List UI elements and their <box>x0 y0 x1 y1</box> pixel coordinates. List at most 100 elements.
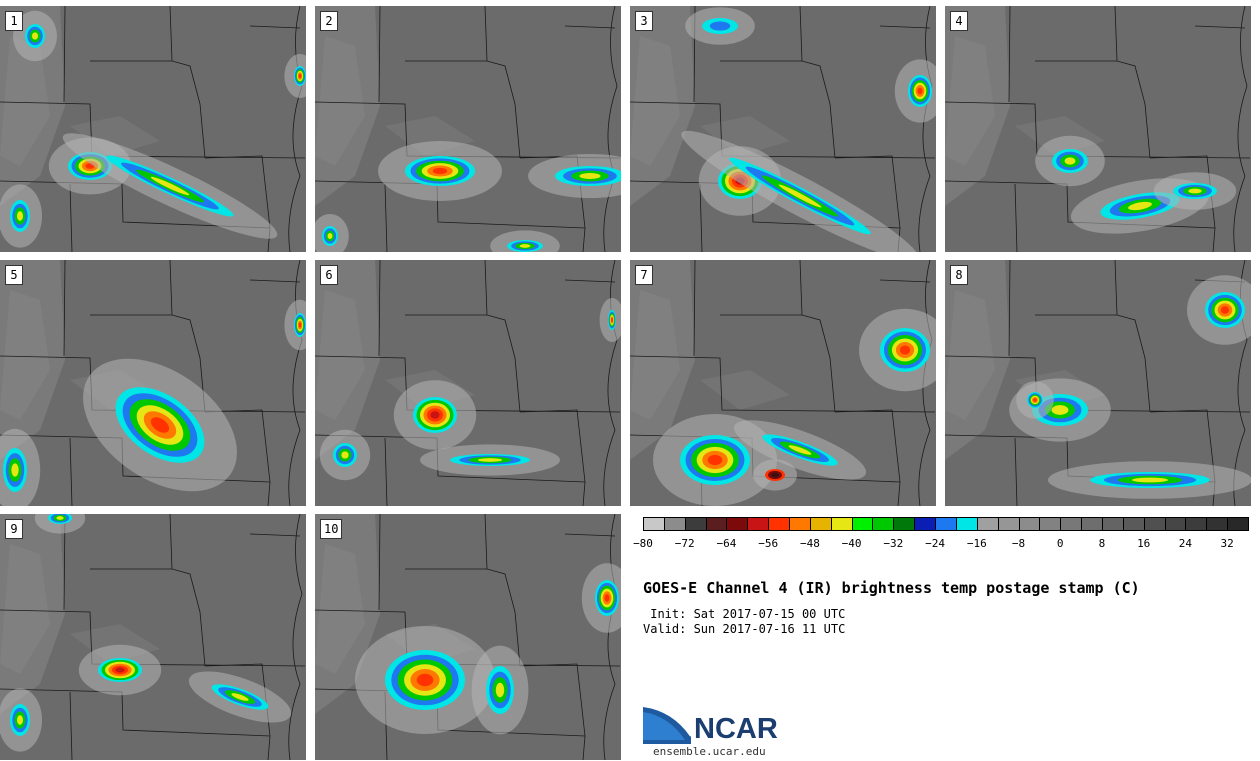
cloud-top-blob <box>1016 381 1054 419</box>
colorbar-swatch <box>684 517 707 531</box>
cloud-top-blob <box>681 130 919 252</box>
colorbar-swatch <box>851 517 874 531</box>
forecast-panel-9: 9 <box>0 514 306 760</box>
colorbar-swatch <box>872 517 895 531</box>
colorbar-tick-label: −72 <box>674 537 695 550</box>
ir-satellite-map <box>315 514 621 760</box>
panel-number-label: 1 <box>5 11 23 31</box>
ir-satellite-map <box>945 260 1251 506</box>
panel-number-label: 8 <box>950 265 968 285</box>
colorbar-swatch <box>955 517 978 531</box>
cloud-top-blob <box>393 380 477 450</box>
init-time: Init: Sat 2017-07-15 00 UTC <box>643 607 846 621</box>
colorbar-swatch <box>914 517 937 531</box>
cloud-top-blob <box>653 414 777 506</box>
cloud-top-blob <box>284 54 306 98</box>
colorbar-tick-label: −48 <box>799 537 820 550</box>
cloud-top-blob <box>0 688 42 752</box>
colorbar-swatch <box>997 517 1020 531</box>
forecast-panel-7: 7 <box>630 260 936 506</box>
colorbar-tick-label: −24 <box>925 537 945 550</box>
ir-satellite-map <box>0 514 306 760</box>
colorbar-swatch <box>726 517 749 531</box>
colorbar-tick-label: −40 <box>841 537 862 550</box>
ir-satellite-map <box>315 6 621 252</box>
colorbar-swatch <box>1081 517 1103 531</box>
cloud-top-blob <box>599 298 621 342</box>
cloud-top-blob <box>355 626 495 734</box>
valid-time: Valid: Sun 2017-07-16 11 UTC <box>643 622 846 636</box>
cloud-top-blob <box>859 308 936 392</box>
cloud-top-blob <box>315 214 349 252</box>
colorbar-swatch <box>643 517 665 531</box>
colorbar-swatch <box>1060 517 1083 531</box>
cloud-top-blob <box>62 133 278 239</box>
colorbar-swatch <box>1039 517 1062 531</box>
colorbar-tick-label: 8 <box>1098 537 1106 550</box>
colorbar-swatch <box>705 517 728 531</box>
colorbar-swatch <box>893 517 916 531</box>
panel-number-label: 4 <box>950 11 968 31</box>
colorbar-swatch <box>935 517 957 531</box>
colorbar-tick-label: 0 <box>1056 537 1064 550</box>
cloud-top-blob <box>34 514 86 534</box>
forecast-panel-2: 2 <box>315 6 621 252</box>
colorbar-swatch <box>747 517 770 531</box>
colorbar-tick-label: −56 <box>758 537 779 550</box>
colorbar-tick-label: 16 <box>1137 537 1151 550</box>
cloud-top-blob <box>284 299 306 351</box>
panel-number-label: 3 <box>635 11 653 31</box>
ir-satellite-map <box>0 6 306 252</box>
cloud-top-blob <box>490 230 560 252</box>
colorbar-swatch <box>1185 517 1208 531</box>
forecast-panel-10: 10 <box>315 514 621 760</box>
panel-number-label: 7 <box>635 265 653 285</box>
cloud-top-blob <box>581 563 621 633</box>
cloud-top-blob <box>471 645 529 735</box>
colorbar-swatch <box>1227 517 1249 531</box>
cloud-top-blob <box>1153 172 1237 210</box>
cloud-top-blob <box>188 671 292 723</box>
colorbar-swatch <box>1101 517 1124 531</box>
colorbar-tick-label: −8 <box>1011 537 1026 550</box>
logo-url: ensemble.ucar.edu <box>653 745 766 758</box>
colorbar-tick-label: −16 <box>966 537 987 550</box>
ncar-logo-icon <box>643 705 692 744</box>
colorbar-tick-label: −80 <box>633 537 653 550</box>
cloud-top-blob <box>83 358 237 492</box>
cloud-top-blob <box>13 10 57 62</box>
colorbar-swatch <box>1143 517 1166 531</box>
colorbar-swatch <box>1164 517 1187 531</box>
panel-number-label: 2 <box>320 11 338 31</box>
colorbar-swatch <box>789 517 811 531</box>
cloud-top-blob <box>894 59 936 123</box>
forecast-panel-6: 6 <box>315 260 621 506</box>
cloud-top-blob <box>319 429 371 481</box>
colorbar-swatch <box>663 517 686 531</box>
forecast-panel-8: 8 <box>945 260 1251 506</box>
cloud-top-blob <box>753 459 797 491</box>
cloud-top-blob <box>1035 135 1105 187</box>
panel-number-label: 9 <box>5 519 23 539</box>
ir-satellite-map <box>630 6 936 252</box>
cloud-top-blob <box>0 184 42 248</box>
colorbar-tick-label: 32 <box>1220 537 1234 550</box>
colorbar-swatch <box>809 517 832 531</box>
ir-satellite-map <box>0 260 306 506</box>
colorbar <box>643 517 1249 533</box>
forecast-panel-5: 5 <box>0 260 306 506</box>
panel-number-label: 5 <box>5 265 23 285</box>
cloud-top-blob <box>78 644 162 696</box>
colorbar-swatch <box>768 517 791 531</box>
figure-title: GOES-E Channel 4 (IR) brightness temp po… <box>643 579 1140 597</box>
colorbar-swatch <box>1122 517 1145 531</box>
panel-number-label: 10 <box>320 519 343 539</box>
logo-text: NCAR <box>694 713 778 745</box>
forecast-panel-1: 1 <box>0 6 306 252</box>
cloud-top-blob <box>0 428 41 506</box>
panel-number-label: 6 <box>320 265 338 285</box>
forecast-panel-4: 4 <box>945 6 1251 252</box>
cloud-top-blob <box>733 420 867 480</box>
colorbar-swatch <box>976 517 999 531</box>
colorbar-swatch <box>1018 517 1041 531</box>
